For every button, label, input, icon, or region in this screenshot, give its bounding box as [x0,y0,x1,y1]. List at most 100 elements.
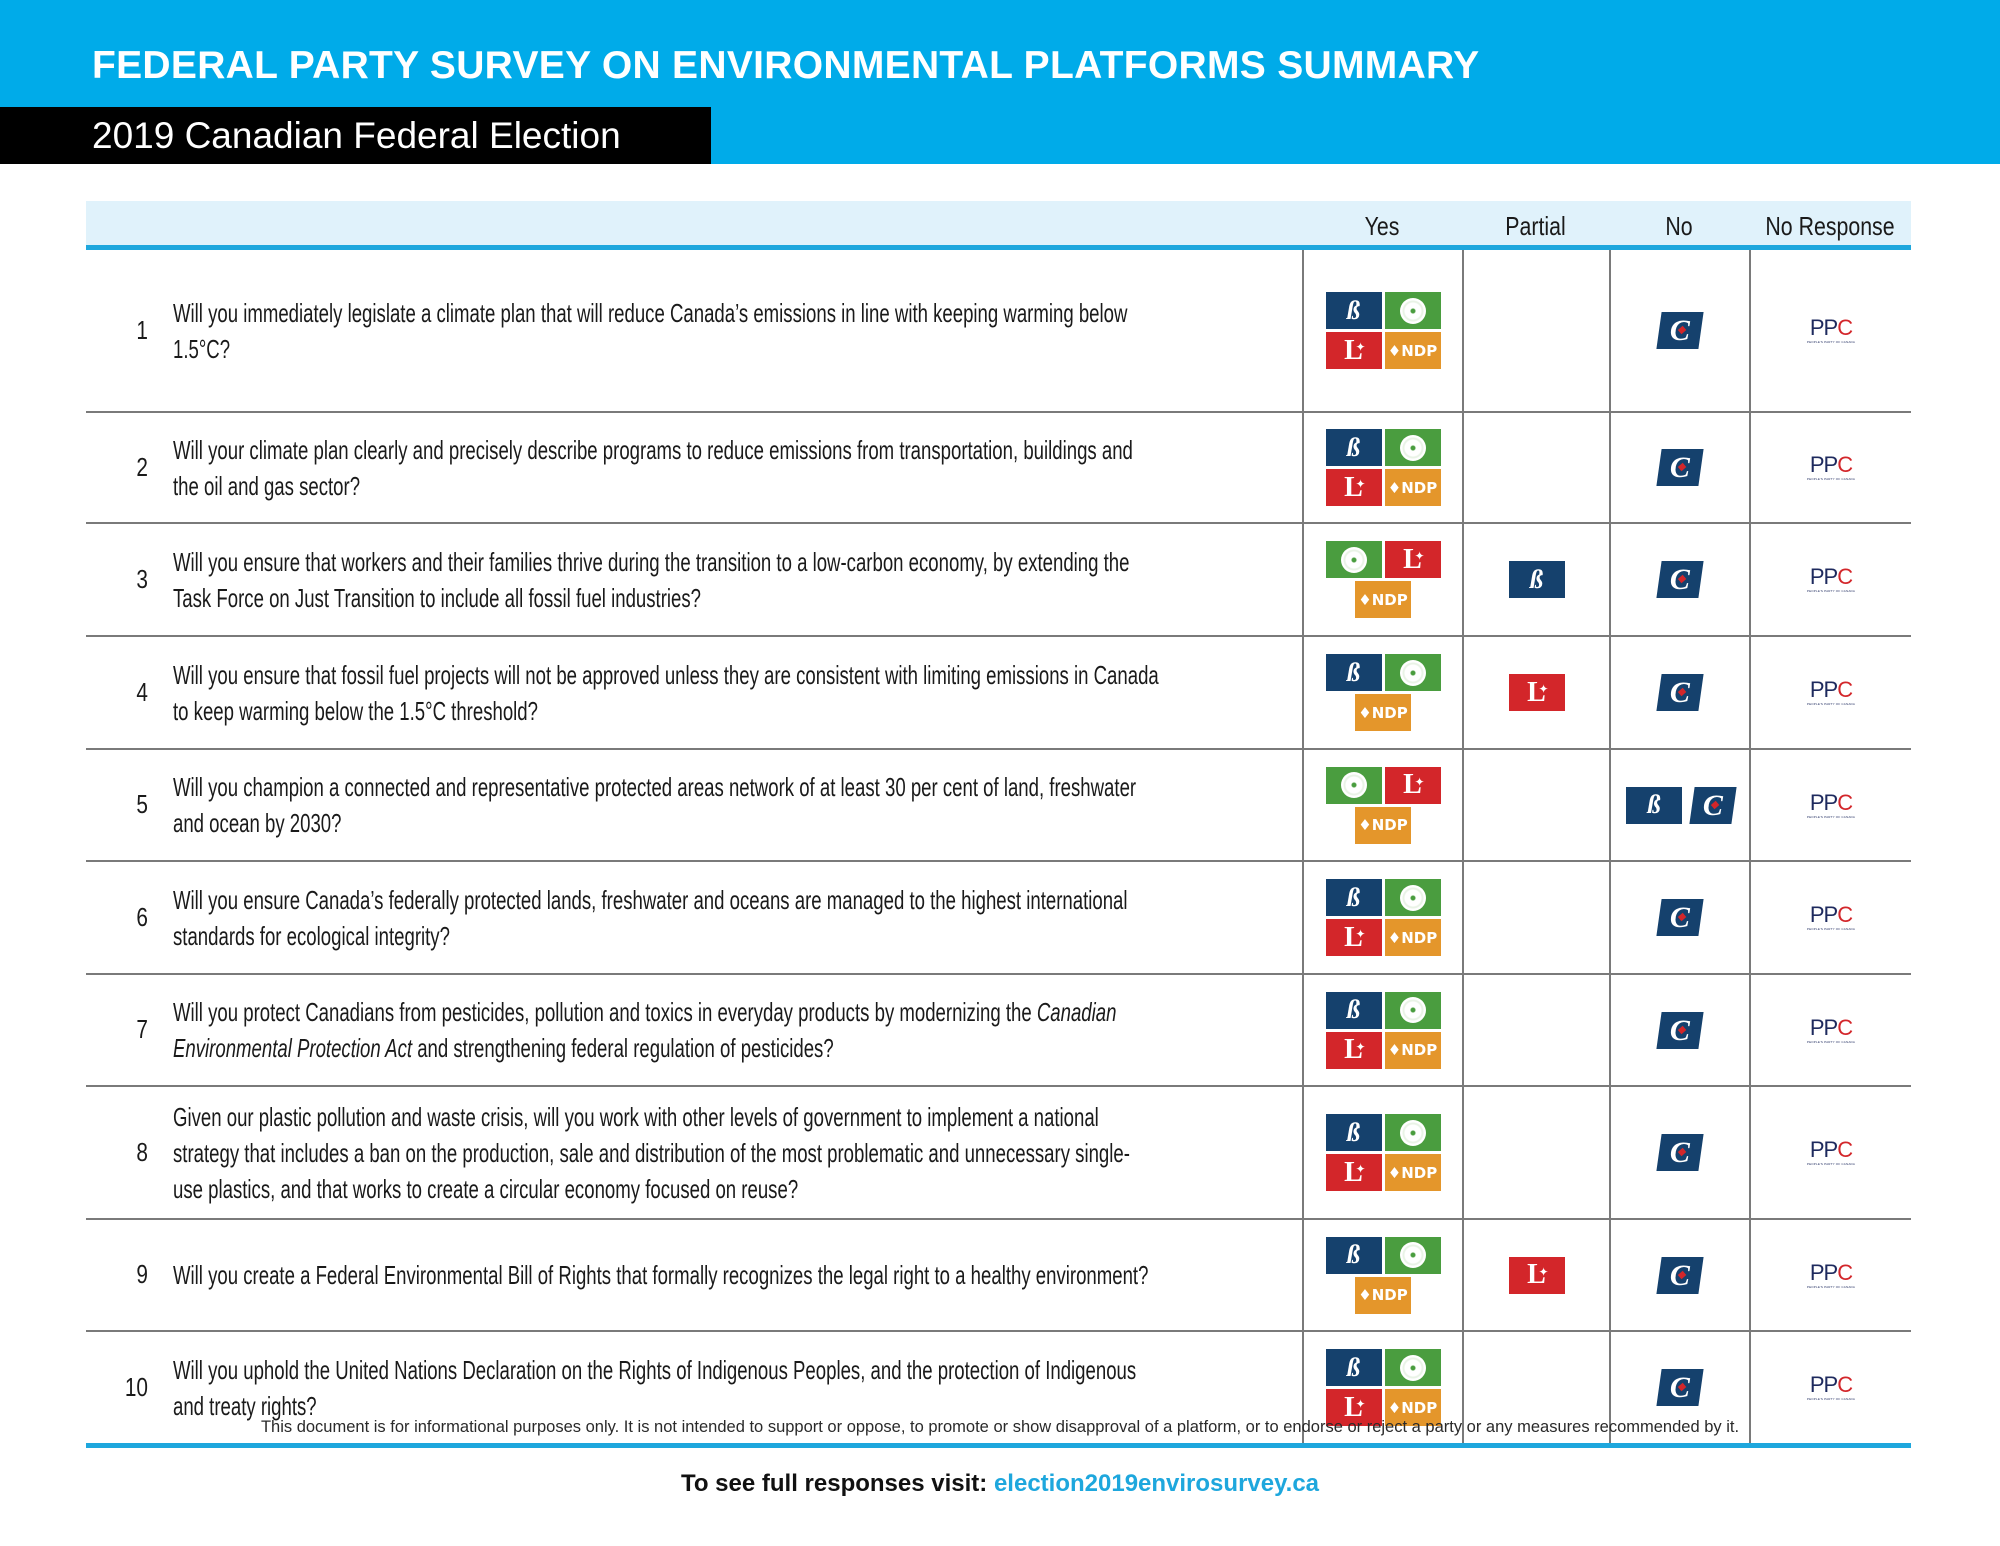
liberal-l-glyph: L [1527,1259,1546,1290]
green-flower-logo-icon [1384,1114,1441,1151]
yes-party-logos: ß L ✦ ♦NDP [1324,429,1442,506]
ndp-wordmark: ♦NDP [1358,590,1408,609]
table-row: 3 Will you ensure that workers and their … [86,524,1911,637]
table-row: 2 Will your climate plan clearly and prec… [86,413,1911,524]
ndp-wordmark: ♦NDP [1387,1398,1438,1417]
flower-icon [1399,1354,1426,1381]
bloc-logo-icon: ß [1325,879,1382,916]
liberal-logo-icon: L ✦ [1325,919,1382,956]
cell-no-response: PPC PEOPLE'S PARTY OF CANADA [1749,1332,1911,1443]
conservative-logo-icon: C [1656,1011,1704,1049]
flower-icon [1340,772,1367,798]
green-flower-logo-icon [1325,541,1382,578]
liberal-l-glyph: L [1527,676,1546,708]
cell-no-response: PPC PEOPLE'S PARTY OF CANADA [1749,1220,1911,1330]
column-header-yes: Yes [1364,211,1400,241]
ppc-logo-icon: PPC PEOPLE'S PARTY OF CANADA [1806,1374,1856,1402]
green-flower-logo-icon [1384,292,1441,329]
cell-no-response: PPC PEOPLE'S PARTY OF CANADA [1749,250,1911,411]
ndp-logo-icon: ♦NDP [1384,919,1441,956]
bloc-glyph: ß [1347,995,1360,1024]
liberal-logo-icon: L ✦ [1508,1256,1565,1294]
ppc-wordmark: PPC [1809,315,1853,340]
cell-no-response: PPC PEOPLE'S PARTY OF CANADA [1749,413,1911,522]
survey-website-link[interactable]: election2019envirosurvey.ca [993,1470,1320,1497]
call-to-action: To see full responses visit: election201… [0,1470,2000,1498]
maple-leaf-icon: ✦ [1355,340,1366,354]
maple-leaf-icon: ✦ [1355,1397,1366,1411]
bloc-logo-icon: ß [1325,1349,1382,1386]
bloc-logo-icon: ß [1325,654,1382,691]
ppc-wordmark: PPC [1809,452,1853,477]
maple-leaf-icon: ✦ [1355,1039,1366,1054]
ppc-subtext: PEOPLE'S PARTY OF CANADA [1806,1397,1856,1401]
maple-leaf-icon: ✦ [1355,477,1366,491]
ndp-wordmark: ♦NDP [1387,928,1438,947]
ppc-subtext: PEOPLE'S PARTY OF CANADA [1806,1162,1856,1166]
ndp-logo-icon: ♦NDP [1355,806,1411,844]
liberal-l-glyph: L [1403,769,1422,800]
green-flower-logo-icon [1384,429,1441,466]
column-header-partial: Partial [1505,211,1566,241]
table-header: Yes Partial No No Response [86,201,1911,250]
conservative-logo-icon: C [1656,674,1704,711]
cell-no: C [1609,250,1749,411]
bloc-glyph: ß [1347,882,1360,912]
ppc-logo-icon: PPC PEOPLE'S PARTY OF CANADA [1806,1016,1856,1044]
ndp-logo-icon: ♦NDP [1384,469,1441,506]
conservative-logo-icon: C [1656,312,1704,349]
cell-no: C [1609,1220,1749,1330]
table-row: 8 Given our plastic pollution and waste c… [86,1087,1911,1220]
bloc-logo-icon: ß [1325,1114,1382,1151]
cell-partial [1462,1087,1609,1218]
cell-no: C [1609,524,1749,635]
green-flower-logo-icon [1384,654,1441,691]
maple-leaf-icon: ✦ [1414,774,1425,789]
bloc-glyph: ß [1347,1352,1360,1382]
ndp-wordmark: ♦NDP [1387,478,1438,497]
ndp-logo-icon: ♦NDP [1384,332,1441,369]
question-text: Given our plastic pollution and waste cr… [173,1101,1130,1204]
liberal-l-glyph: L [1344,1156,1363,1188]
yes-party-logos: ß L ✦ ♦NDP [1324,1349,1442,1426]
conservative-logo-icon: C [1656,899,1704,936]
question-text: Will your climate plan clearly and preci… [173,434,1133,501]
ndp-wordmark: ♦NDP [1358,1286,1408,1304]
ndp-wordmark: ♦NDP [1387,1163,1438,1182]
yes-party-logos: L ✦ ♦NDP [1324,766,1442,844]
table-row: 10 Will you uphold the United Nations Dec… [86,1332,1911,1443]
cell-no: C [1609,975,1749,1085]
conservative-logo-icon: C [1656,449,1704,486]
ndp-wordmark: ♦NDP [1358,703,1408,722]
bloc-logo-icon: ß [1325,429,1382,466]
question-text: Will you champion a connected and repres… [173,772,1137,838]
table-row: 7 Will you protect Canadians from pestici… [86,975,1911,1087]
act-title: Canadian Environmental Protection Act [173,997,1117,1063]
bloc-logo-icon: ß [1325,991,1382,1029]
bloc-glyph: ß [1347,1117,1360,1147]
conservative-logo-icon: C [1689,786,1737,824]
flower-icon [1399,1242,1426,1268]
bloc-glyph: ß [1647,790,1661,819]
liberal-logo-icon: L ✦ [1325,1154,1382,1191]
cell-partial [1462,862,1609,973]
bloc-glyph: ß [1347,1240,1360,1269]
page-title: FEDERAL PARTY SURVEY ON ENVIRONMENTAL PL… [92,44,1480,87]
bloc-logo-icon: ß [1325,1236,1382,1274]
ndp-logo-icon: ♦NDP [1384,1031,1441,1069]
cell-partial [1462,1332,1609,1443]
question-text: Will you uphold the United Nations Decla… [173,1354,1137,1421]
ndp-logo-icon: ♦NDP [1384,1389,1441,1426]
liberal-logo-icon: L ✦ [1384,541,1441,578]
ppc-subtext: PEOPLE'S PARTY OF CANADA [1806,1039,1856,1044]
cell-no: C [1609,862,1749,973]
ppc-subtext: PEOPLE'S PARTY OF CANADA [1806,702,1856,706]
ppc-subtext: PEOPLE'S PARTY OF CANADA [1806,814,1856,819]
yes-party-logos: ß ♦NDP [1324,654,1442,731]
flower-icon [1399,884,1426,911]
question-text: Will you ensure that workers and their f… [173,546,1130,613]
bloc-logo-icon: ß [1626,786,1682,824]
cell-partial: ß [1462,524,1609,635]
cell-yes: L ✦ ♦NDP [1302,750,1462,860]
ppc-wordmark: PPC [1809,564,1853,589]
